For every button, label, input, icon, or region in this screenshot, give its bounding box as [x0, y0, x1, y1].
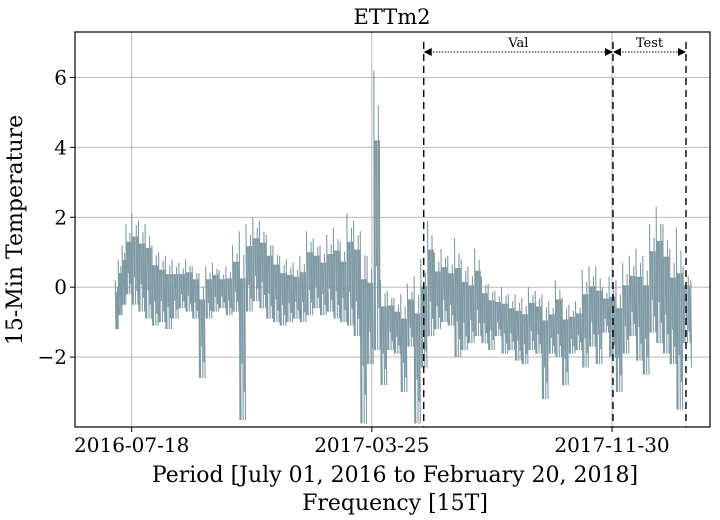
- x-axis-sublabel: Frequency [15T]: [302, 491, 488, 516]
- plot-frame: [74, 31, 711, 428]
- x-tick-label: 2017-11-30: [554, 433, 669, 457]
- y-tick-label: 2: [54, 205, 67, 229]
- y-tick-label: 0: [54, 275, 67, 299]
- y-tick-label: 6: [54, 65, 67, 89]
- x-tick-label: 2016-07-18: [74, 433, 189, 457]
- annotations: Val Test: [423, 36, 687, 427]
- y-tick-label: −2: [38, 345, 67, 369]
- test-arrow-head-right: [677, 48, 686, 56]
- val-arrow-head-right: [604, 48, 613, 56]
- ticks: −2 0 2 4 6 2016-07-18 2017-03-25 2017-11-30: [38, 65, 670, 457]
- series-line: [114, 70, 692, 424]
- series-layer: [114, 70, 692, 424]
- plot-area: [75, 32, 710, 427]
- val-label: Val: [507, 36, 528, 51]
- test-arrow-head-left: [612, 48, 621, 56]
- chart-title: ETTm2: [353, 5, 430, 29]
- x-axis-label: Period [July 01, 2016 to February 20, 20…: [152, 463, 638, 488]
- test-label: Test: [636, 36, 664, 51]
- x-tick-label: 2017-03-25: [314, 433, 429, 457]
- y-tick-label: 4: [54, 135, 67, 159]
- val-arrow-head-left: [423, 48, 432, 56]
- y-axis-label: 15-Min Temperature: [3, 115, 28, 345]
